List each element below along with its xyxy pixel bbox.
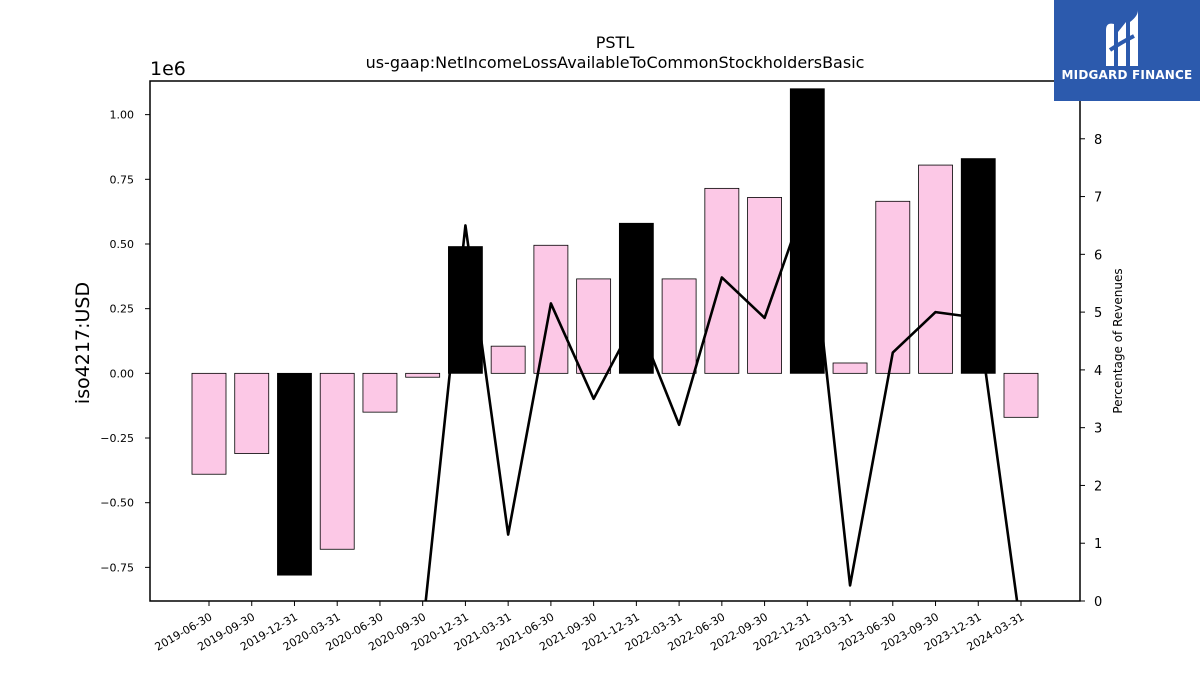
bar-2019-09-30 <box>234 372 270 454</box>
bar-2019-12-31 <box>277 372 312 576</box>
bar-2022-03-31 <box>661 278 697 374</box>
y-tick-label: 0.75 <box>110 173 135 186</box>
bar-2024-03-31 <box>1003 372 1039 418</box>
y-tick-label: −0.75 <box>100 561 134 574</box>
y-tick-label: 1.00 <box>110 109 135 122</box>
y-tick-label: −0.25 <box>100 432 134 445</box>
y2-tick-label: 8 <box>1094 133 1102 148</box>
bar-2021-09-30 <box>576 278 612 374</box>
y-tick-label: 0.00 <box>110 367 135 380</box>
plot-frame <box>149 80 1081 602</box>
bar-2023-09-30 <box>918 164 953 374</box>
y2-tick-label: 4 <box>1094 364 1102 379</box>
chart-subtitle: us-gaap:NetIncomeLossAvailableToCommonSt… <box>366 53 865 72</box>
bar-2023-06-30 <box>875 200 911 374</box>
y2-tick-label: 6 <box>1094 248 1102 263</box>
y-tick-label: 0.25 <box>110 303 135 316</box>
percentage-line <box>424 195 1019 601</box>
chart-title: PSTL <box>596 33 635 52</box>
y-tick-label: 0.50 <box>110 238 135 251</box>
y2-tick-label: 3 <box>1094 422 1102 437</box>
y2-tick-label: 5 <box>1094 306 1102 321</box>
y-axis-label: iso4217:USD <box>72 282 94 404</box>
bar-2023-03-31 <box>832 362 868 374</box>
bar-2020-06-30 <box>362 372 398 413</box>
y2-tick-label: 1 <box>1094 537 1102 552</box>
y2-tick-label: 7 <box>1094 191 1102 206</box>
logo-text: MIDGARD FINANCE <box>1061 68 1193 82</box>
bar-2019-06-30 <box>191 372 227 475</box>
y2-tick-label: 0 <box>1094 595 1102 610</box>
y2-axis-label: Percentage of Revenues <box>1111 268 1125 413</box>
y-axis-multiplier: 1e6 <box>150 58 186 80</box>
bar-2020-09-30 <box>405 372 441 378</box>
midgard-logo-icon <box>1106 10 1138 67</box>
bar-2023-12-31 <box>960 158 996 374</box>
y-tick-label: −0.50 <box>100 497 134 510</box>
bar-2020-03-31 <box>319 372 355 550</box>
y2-tick-label: 2 <box>1094 479 1102 494</box>
bar-2021-03-31 <box>490 345 526 374</box>
midgard-finance-logo: MIDGARD FINANCE <box>1054 0 1200 101</box>
